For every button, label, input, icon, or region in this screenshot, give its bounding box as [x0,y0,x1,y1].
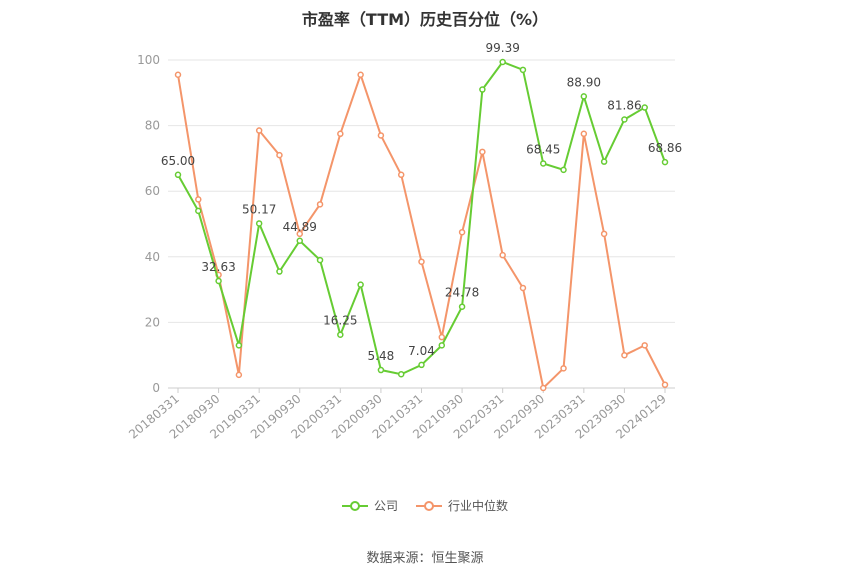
legend-label-industry-median: 行业中位数 [448,499,509,513]
legend-marker-company [341,500,368,511]
data-point [397,171,405,179]
data-point [235,342,243,349]
data-label: 88.90 [567,75,601,89]
data-source: 数据来源：恒生聚源 [366,551,484,566]
data-label: 24.78 [445,286,479,300]
data-point [641,104,648,111]
data-point [316,201,324,208]
data-point [641,342,648,349]
data-point [438,333,446,341]
data-label: 32.63 [201,260,235,274]
data-point [377,366,385,374]
data-label: 99.39 [485,41,519,55]
data-point [560,166,567,174]
legend-label-company: 公司 [373,499,398,513]
data-point [600,230,608,238]
data-point [438,342,446,349]
data-point [215,277,222,285]
data-point [661,381,669,388]
data-point [276,151,283,159]
data-point [195,196,202,203]
y-tick-label: 0 [152,381,160,395]
data-label: 81.86 [607,98,641,112]
data-point [255,220,263,227]
legend-marker-industry-median [416,500,442,511]
data-point [276,268,283,275]
data-point [580,93,588,100]
y-tick-label: 100 [137,53,160,67]
series-lines [174,58,669,392]
data-label: 65.00 [161,154,195,168]
data-point [519,284,527,292]
data-point [316,256,324,264]
data-point [600,158,608,165]
data-point [174,171,182,179]
data-point [560,365,567,372]
data-point [499,58,506,66]
data-point [357,281,364,288]
legend-item-company[interactable]: 公司 [341,497,398,514]
data-label: 68.45 [526,142,560,156]
data-point [397,370,405,378]
data-point [479,148,486,156]
data-point [195,207,202,215]
data-point [357,71,364,79]
data-point [540,384,547,392]
data-label: 50.17 [242,202,276,216]
data-point [296,237,303,245]
data-point [235,371,243,379]
data-point [499,251,506,259]
grid-lines [168,59,675,389]
legend: 公司 行业中位数 [0,497,850,514]
chart-title: 市盈率（TTM）历史百分位（%） [301,10,549,29]
data-label: 5.48 [368,349,395,363]
data-point [296,230,303,238]
data-point [458,228,466,236]
data-point [337,331,344,338]
data-point [479,86,486,93]
y-tick-label: 40 [145,250,160,264]
data-label: 7.04 [408,344,435,358]
data-point [418,258,425,265]
data-label: 68.86 [648,141,682,155]
data-point [519,66,527,74]
data-point [174,71,182,79]
data-point [458,303,466,310]
data-labels: 65.00 32.63 50.17 44.89 16.25 5.48 7.04 24.78 99… [161,41,682,363]
data-point [621,351,628,359]
data-point [418,361,425,369]
data-label: 16.25 [323,314,357,328]
data-point [255,127,263,134]
data-point [661,158,669,166]
data-point [377,132,385,139]
data-point [540,160,547,167]
data-label: 44.89 [283,220,317,234]
data-point [337,130,344,138]
data-point [621,116,628,123]
data-point [580,130,588,138]
y-tick-label: 20 [145,315,160,329]
legend-item-industry-median[interactable]: 行业中位数 [416,497,508,514]
y-tick-label: 60 [145,184,160,198]
y-tick-label: 80 [145,119,160,133]
